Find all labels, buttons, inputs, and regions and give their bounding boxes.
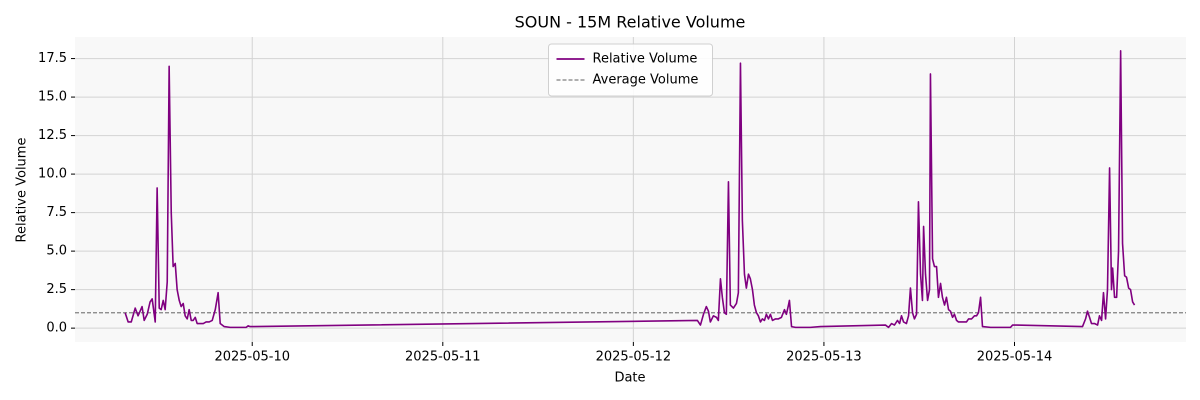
x-tick-label: 2025-05-10 bbox=[214, 350, 290, 365]
data-line bbox=[124, 50, 1136, 329]
legend-box bbox=[548, 43, 713, 97]
y-tick-label: 5.0 bbox=[46, 244, 67, 259]
x-axis-label: Date bbox=[614, 371, 645, 386]
legend-label: Relative Volume bbox=[593, 52, 698, 67]
x-tick-label: 2025-05-12 bbox=[596, 350, 672, 365]
chart-title: SOUN - 15M Relative Volume bbox=[515, 13, 746, 32]
x-tick-label: 2025-05-14 bbox=[977, 350, 1053, 365]
y-tick-label: 15.0 bbox=[38, 90, 67, 105]
y-tick-label: 0.0 bbox=[46, 321, 67, 336]
y-tick-label: 2.5 bbox=[46, 282, 67, 297]
x-tick-label: 2025-05-11 bbox=[405, 350, 481, 365]
y-tick-label: 17.5 bbox=[38, 51, 67, 66]
x-tick-label: 2025-05-13 bbox=[786, 350, 862, 365]
legend-label: Average Volume bbox=[593, 73, 699, 88]
y-tick-label: 7.5 bbox=[46, 205, 67, 220]
y-axis-label: Relative Volume bbox=[15, 138, 30, 243]
y-tick-label: 10.0 bbox=[38, 167, 67, 182]
y-tick-label: 12.5 bbox=[38, 128, 67, 143]
